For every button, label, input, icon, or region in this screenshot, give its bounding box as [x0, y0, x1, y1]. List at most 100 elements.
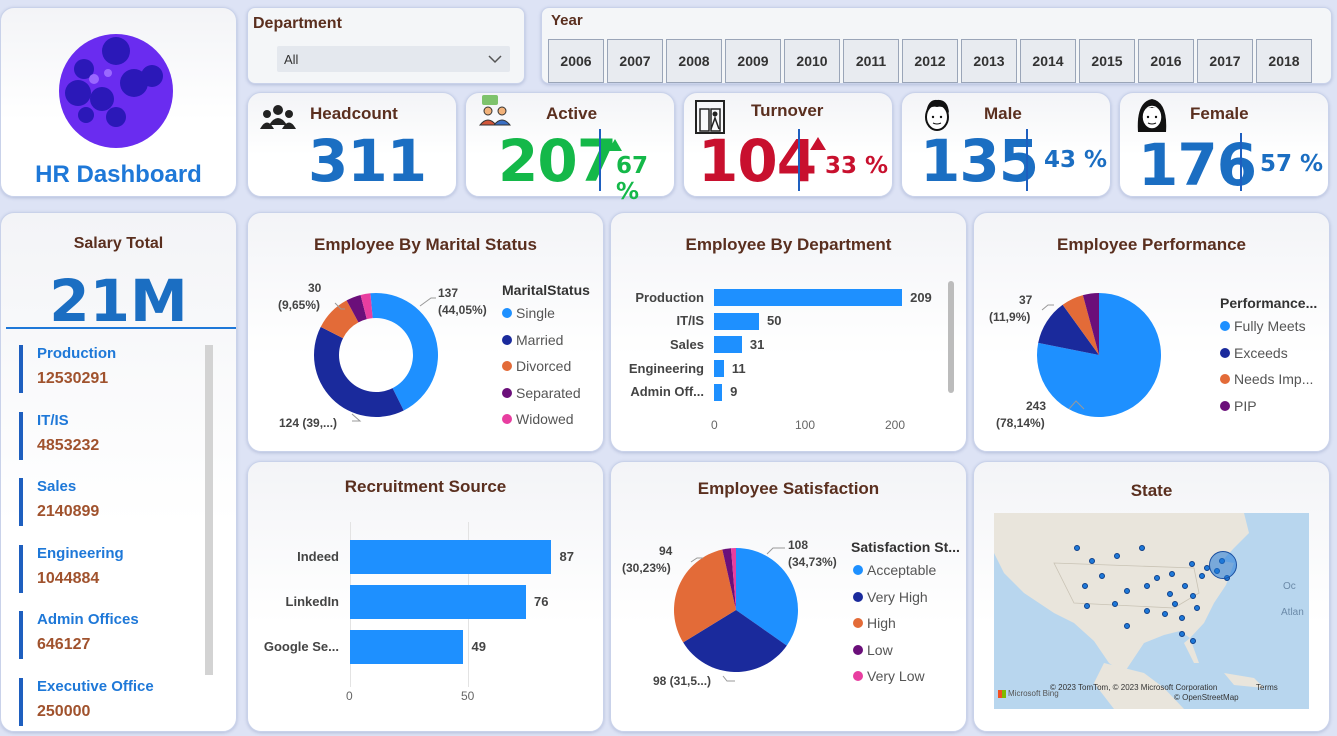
satisfaction-leader-acceptable	[766, 547, 785, 555]
slice-needs-imp[interactable]	[1062, 295, 1099, 355]
recruitment-title: Recruitment Source	[344, 477, 507, 496]
map-location-marker[interactable]	[1074, 545, 1080, 551]
map-location-marker[interactable]	[1172, 601, 1178, 607]
department-bar-value: 9	[730, 384, 738, 400]
legend-label: Divorced	[516, 358, 572, 374]
satisfaction-legend-high[interactable]: High	[853, 615, 896, 631]
map-terms-link[interactable]: Terms	[1256, 683, 1278, 692]
active-label: Active	[546, 104, 598, 123]
year-button-2008[interactable]: 2008	[666, 39, 722, 83]
marital-legend-widowed[interactable]: Widowed	[502, 411, 574, 427]
map-location-marker[interactable]	[1190, 638, 1196, 644]
map-location-marker[interactable]	[1199, 573, 1205, 579]
legend-label: Very High	[867, 588, 928, 605]
state-title: State	[1130, 481, 1173, 500]
year-button-2010[interactable]: 2010	[784, 39, 840, 83]
slice-widowed[interactable]	[360, 293, 373, 320]
performance-legend-exceeds[interactable]: Exceeds	[1220, 345, 1288, 361]
marital-legend-married[interactable]: Married	[502, 332, 563, 348]
year-button-2009[interactable]: 2009	[725, 39, 781, 83]
year-button-2011[interactable]: 2011	[843, 39, 899, 83]
satisfaction-legend-low[interactable]: Low	[853, 642, 893, 658]
active-value: 207	[498, 127, 617, 195]
year-button-2014[interactable]: 2014	[1020, 39, 1076, 83]
satisfaction-label-very-high: 98 (31,5...)	[653, 674, 712, 688]
map-location-marker[interactable]	[1114, 553, 1120, 559]
map-location-marker[interactable]	[1124, 588, 1130, 594]
slice-very-low[interactable]	[730, 548, 736, 610]
department-bar-admin-off[interactable]	[714, 383, 723, 401]
slice-single[interactable]	[370, 293, 438, 411]
map-location-marker[interactable]	[1144, 608, 1150, 614]
map-location-marker[interactable]	[1124, 623, 1130, 629]
marital-legend-single[interactable]: Single	[502, 305, 555, 321]
map-location-marker[interactable]	[1089, 558, 1095, 564]
slice-pip[interactable]	[1082, 293, 1099, 355]
year-button-2015[interactable]: 2015	[1079, 39, 1135, 83]
slice-acceptable[interactable]	[736, 548, 798, 646]
map-location-marker[interactable]	[1182, 583, 1188, 589]
slice-married[interactable]	[314, 326, 404, 417]
department-bar-production[interactable]	[714, 289, 903, 306]
legend-label: Fully Meets	[1234, 318, 1306, 334]
satisfaction-legend-very-high[interactable]: Very High	[853, 589, 928, 605]
headcount-label: Headcount	[310, 104, 398, 123]
map-location-marker[interactable]	[1084, 603, 1090, 609]
salary-divider	[6, 327, 236, 329]
year-button-2013[interactable]: 2013	[961, 39, 1017, 83]
year-button-2006[interactable]: 2006	[548, 39, 604, 83]
map-location-marker[interactable]	[1190, 593, 1196, 599]
salary-item-name: IT/IS	[37, 411, 69, 429]
salary-scrollbar[interactable]	[205, 345, 213, 675]
map-location-marker[interactable]	[1154, 575, 1160, 581]
year-button-2018[interactable]: 2018	[1256, 39, 1312, 83]
year-button-2007[interactable]: 2007	[607, 39, 663, 83]
map-location-marker[interactable]	[1099, 573, 1105, 579]
recruitment-tick-50: 50	[461, 689, 475, 703]
moon-logo-icon	[59, 34, 173, 148]
slice-low[interactable]	[722, 548, 736, 610]
slice-divorced[interactable]	[320, 300, 359, 339]
map-location-marker[interactable]	[1112, 601, 1118, 607]
map-location-marker[interactable]	[1162, 611, 1168, 617]
map-location-marker[interactable]	[1189, 561, 1195, 567]
map-cluster-bubble[interactable]	[1209, 551, 1237, 579]
marital-donut-chart	[314, 293, 438, 422]
map-osm-link[interactable]: © OpenStreetMap	[1174, 693, 1239, 702]
state-map[interactable]: Oc Atlan Microsoft Bing © 2023 TomTom, ©…	[994, 513, 1309, 709]
department-bar-engineering[interactable]	[714, 360, 724, 378]
performance-label-fully: 243	[1026, 399, 1047, 413]
performance-legend-fully-meets[interactable]: Fully Meets	[1220, 318, 1306, 334]
map-location-marker[interactable]	[1167, 591, 1173, 597]
performance-legend-needs-imp[interactable]: Needs Imp...	[1220, 371, 1313, 387]
satisfaction-legend-acceptable[interactable]: Acceptable	[853, 562, 936, 578]
satisfaction-legend-very-low[interactable]: Very Low	[853, 668, 925, 684]
performance-legend-pip[interactable]: PIP	[1220, 398, 1257, 414]
marital-title: Employee By Marital Status	[314, 235, 537, 254]
department-tick-100: 100	[795, 418, 816, 432]
slice-exceeds[interactable]	[1038, 304, 1099, 355]
map-location-marker[interactable]	[1179, 631, 1185, 637]
marital-label-married: 124 (39,...)	[279, 416, 338, 430]
department-dropdown[interactable]: All	[277, 46, 510, 72]
department-bar-sales[interactable]	[714, 336, 742, 354]
year-button-2016[interactable]: 2016	[1138, 39, 1194, 83]
map-location-marker[interactable]	[1144, 583, 1150, 589]
map-location-marker[interactable]	[1082, 583, 1088, 589]
map-location-marker[interactable]	[1169, 571, 1175, 577]
slice-very-high[interactable]	[683, 610, 787, 672]
map-location-marker[interactable]	[1194, 605, 1200, 611]
map-location-marker[interactable]	[1179, 615, 1185, 621]
year-button-2012[interactable]: 2012	[902, 39, 958, 83]
recruitment-bar-google-se[interactable]	[350, 630, 464, 664]
slice-separated[interactable]	[346, 294, 367, 323]
recruitment-bar-indeed[interactable]	[350, 540, 552, 574]
map-location-marker[interactable]	[1139, 545, 1145, 551]
department-bar-it-is[interactable]	[714, 312, 759, 330]
recruitment-bar-linkedin[interactable]	[350, 585, 526, 619]
marital-legend-separated[interactable]: Separated	[502, 385, 581, 401]
marital-legend-divorced[interactable]: Divorced	[502, 358, 571, 374]
department-scrollbar[interactable]	[948, 281, 954, 393]
year-button-2017[interactable]: 2017	[1197, 39, 1253, 83]
slice-high[interactable]	[674, 549, 736, 643]
